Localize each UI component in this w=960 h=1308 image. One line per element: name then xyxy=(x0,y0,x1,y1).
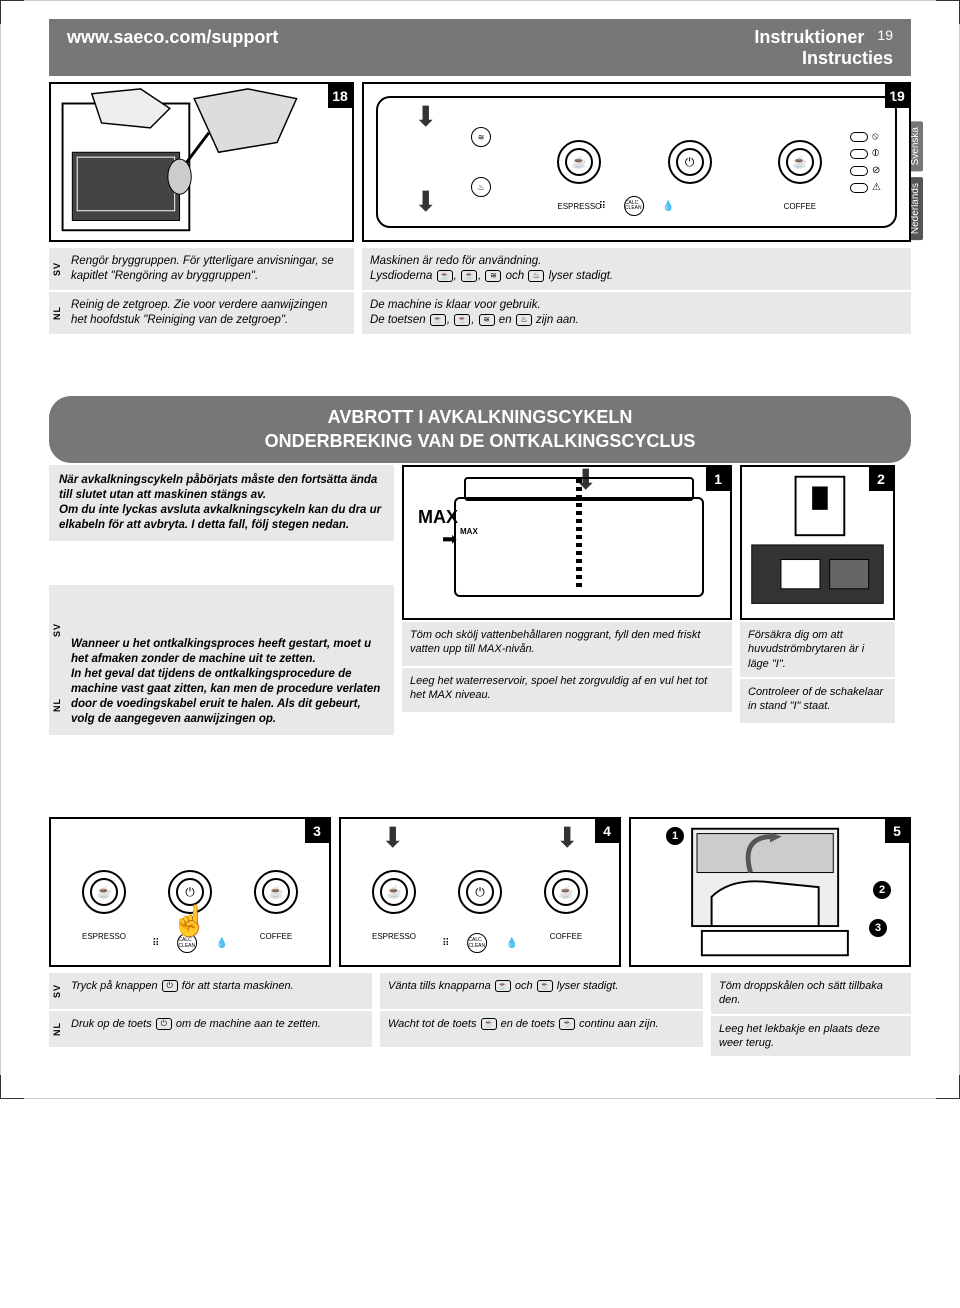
caption-sv: Maskinen är redo för användning. Lysdiod… xyxy=(362,248,911,290)
caption-sv: SV Tryck på knappen ⏻ för att starta mas… xyxy=(49,973,372,1009)
header-url: www.saeco.com/support xyxy=(67,27,278,48)
figure-number: 18 xyxy=(328,84,352,108)
intro-sv: När avkalkningscykeln påbörjats måste de… xyxy=(49,465,394,541)
coffee-button-icon: ☕COFFEE xyxy=(544,870,588,914)
caption-nl: Leeg het waterreservoir, spoel het zorgv… xyxy=(402,668,732,712)
coffee-button-icon: ☕COFFEE xyxy=(778,140,822,184)
water-stream xyxy=(576,479,582,589)
page-number: 19 xyxy=(877,27,893,43)
header-titles: Instruktioner 19 Instructies xyxy=(754,27,893,68)
alert-icon: ⚠ xyxy=(872,182,881,193)
step-badge: 2 xyxy=(873,881,891,899)
caption-sv: SV Rengör bryggruppen. För ytterligare a… xyxy=(49,248,354,290)
power-icon: ⏻ xyxy=(162,980,178,992)
captions-18-19: SV Rengör bryggruppen. För ytterligare a… xyxy=(49,248,911,336)
indicator-leds: ⦸ ⦶ ⊘ ⚠ xyxy=(850,131,881,193)
cup-icon: ☕ xyxy=(481,1018,497,1030)
cup-icon: ☕ xyxy=(559,1018,575,1030)
cup-icon: ☕ xyxy=(461,270,477,282)
figure-number: 1 xyxy=(706,467,730,491)
bean-icon: ⠿ xyxy=(152,938,159,949)
section-heading: AVBROTT I AVKALKNINGSCYKELN ONDERBREKING… xyxy=(49,396,911,463)
hand-press-icon: ☝ xyxy=(171,904,208,939)
water-tank: ➡ MAX xyxy=(454,497,704,597)
bean-icon: ⠿ xyxy=(442,938,449,949)
step-badge: 3 xyxy=(869,919,887,937)
step-badge: 1 xyxy=(666,827,684,845)
grounds-icon: ⊘ xyxy=(872,165,880,176)
caption-nl: Wacht tot de toets ☕ en de toets ☕ conti… xyxy=(380,1011,703,1047)
hotwater-icon: ♨ xyxy=(516,314,532,326)
arrow-down-icon: ⬇ xyxy=(414,100,437,133)
calc-clean-icon: CALC CLEAN xyxy=(624,196,644,216)
caption-nl: Leeg het lekbakje en plaats deze weer te… xyxy=(711,1016,911,1057)
figure-1: 1 MAX ⬇ ➡ MAX xyxy=(402,465,732,620)
espresso-button-icon: ☕ESPRESSO xyxy=(82,870,126,914)
caption-nl: De machine is klaar voor gebruik. De toe… xyxy=(362,292,911,334)
arrow-down-icon: ⬇ xyxy=(414,185,437,218)
caption-nl: Controleer of de schakelaar in stand "I"… xyxy=(740,679,895,723)
figure-number: 2 xyxy=(869,467,893,491)
intro-and-figs-1-2: När avkalkningscykeln påbörjats måste de… xyxy=(49,465,911,737)
crop-mark xyxy=(936,0,960,24)
figure-18: 18 xyxy=(49,82,354,242)
espresso-button-icon: ☕ESPRESSO xyxy=(557,140,601,184)
figure-5: 5 1 2 3 xyxy=(629,817,911,967)
arrow-right-icon: ➡ xyxy=(442,529,457,550)
intro-text-column: När avkalkningscykeln påbörjats måste de… xyxy=(49,465,394,737)
caption-sv: Vänta tills knapparna ☕ och ☕ lyser stad… xyxy=(380,973,703,1009)
cup-icon: ☕ xyxy=(430,314,446,326)
cup-icon: ☕ xyxy=(437,270,453,282)
hotwater-button-icon: ♨ xyxy=(471,177,491,197)
max-label: MAX xyxy=(418,507,458,528)
steam-icon: ≋ xyxy=(479,314,495,326)
header-title-nl: Instructies xyxy=(802,48,893,68)
calc-clean-icon: CALC CLEAN xyxy=(467,933,487,953)
crop-mark xyxy=(936,1075,960,1099)
control-panel: ⬇ ⬇ ≋ ♨ ☕ESPRESSO ⏻ ☕COFFEE ⠿ CALC CLEAN… xyxy=(376,96,897,228)
nowater-icon: ⦶ xyxy=(872,148,879,159)
espresso-button-icon: ☕ESPRESSO xyxy=(372,870,416,914)
cup-icon: ☕ xyxy=(537,980,553,992)
nobeans-icon: ⦸ xyxy=(872,131,879,142)
captions-3-4-5: SV Tryck på knappen ⏻ för att starta mas… xyxy=(49,973,911,1058)
figure-2: 2 xyxy=(740,465,895,620)
cup-icon: ☕ xyxy=(454,314,470,326)
caption-sv: Töm droppskålen och sätt tillbaka den. xyxy=(711,973,911,1014)
crop-mark xyxy=(0,0,24,24)
coffee-button-icon: ☕COFFEE xyxy=(254,870,298,914)
figure-3: 3 ☕ESPRESSO ⏻ ☕COFFEE ⠿ CALC CLEAN 💧 ☝ xyxy=(49,817,331,967)
brew-group-illustration xyxy=(51,84,352,240)
hotwater-icon: ♨ xyxy=(528,270,544,282)
bean-icon: ⠿ xyxy=(599,201,606,212)
steam-icon: ≋ xyxy=(485,270,501,282)
steam-button-icon: ≋ xyxy=(471,127,491,147)
header-title-sv: Instruktioner xyxy=(754,27,864,47)
figure-4: 4 ⬇ ⬇ ☕ESPRESSO ⏻ ☕COFFEE ⠿ CALC CLEAN 💧 xyxy=(339,817,621,967)
manual-page: www.saeco.com/support Instruktioner 19 I… xyxy=(0,0,960,1099)
crop-mark xyxy=(0,1075,24,1099)
caption-sv: Försäkra dig om att huvudströmbrytaren ä… xyxy=(740,622,895,677)
page-header: www.saeco.com/support Instruktioner 19 I… xyxy=(49,19,911,76)
figure-row-3-4-5: 3 ☕ESPRESSO ⏻ ☕COFFEE ⠿ CALC CLEAN 💧 ☝ 4… xyxy=(49,817,911,967)
figure-row-18-19: 18 19 ⬇ ⬇ ≋ ♨ ☕ESPRESSO ⏻ xyxy=(49,82,911,242)
drop-icon: 💧 xyxy=(662,201,674,212)
figure-number: 5 xyxy=(885,819,909,843)
figure-19: 19 ⬇ ⬇ ≋ ♨ ☕ESPRESSO ⏻ ☕COFFEE ⠿ CALC CL… xyxy=(362,82,911,242)
drop-icon: 💧 xyxy=(505,938,517,949)
drop-icon: 💧 xyxy=(215,938,227,949)
cup-icon: ☕ xyxy=(495,980,511,992)
power-icon: ⏻ xyxy=(156,1018,172,1030)
caption-sv: Töm och skölj vattenbehållaren noggrant,… xyxy=(402,622,732,666)
power-button-icon: ⏻ xyxy=(458,870,502,914)
intro-nl: SV NL Wanneer u het ontkalkingsproces he… xyxy=(49,585,394,735)
caption-nl: NL Druk op de toets ⏻ om de machine aan … xyxy=(49,1011,372,1047)
caption-nl: NL Reinig de zetgroep. Zie voor verdere … xyxy=(49,292,354,334)
power-button-icon: ⏻ xyxy=(668,140,712,184)
